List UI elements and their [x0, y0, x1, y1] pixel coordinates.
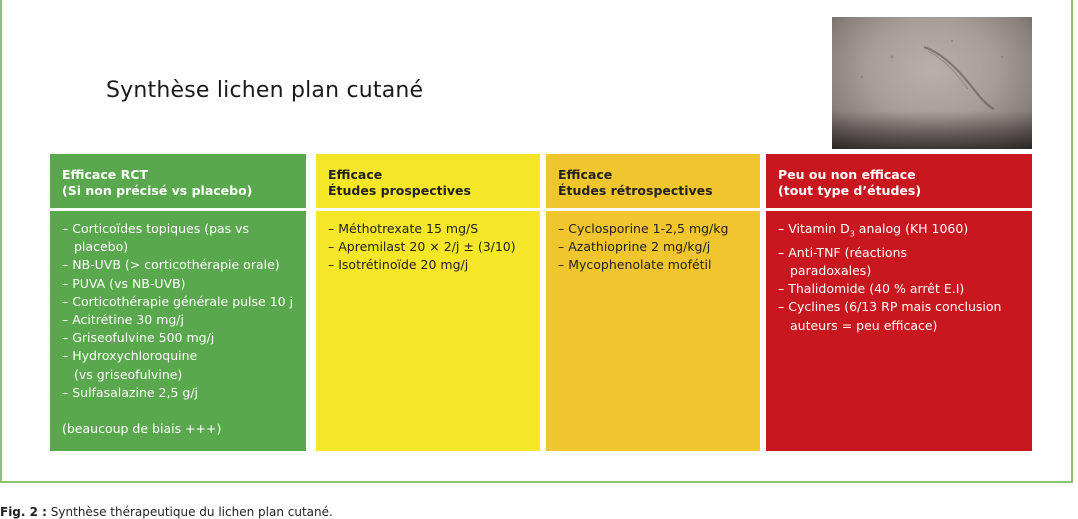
column-body: – Méthotrexate 15 mg/S – Apremilast 20 ×…	[316, 211, 540, 451]
column-body: – Vitamin D3 analog (KH 1060) – Anti-TNF…	[766, 211, 1032, 451]
list-item: – Sulfasalazine 2,5 g/j	[62, 384, 199, 400]
column-note: (beaucoup de biais +++)	[62, 421, 222, 437]
list-item: auteurs = peu efficace)	[790, 317, 938, 333]
skin-lesion-photo	[832, 17, 1032, 149]
header-line: Études rétrospectives	[558, 183, 713, 198]
list-item: – Acitrétine 30 mg/j	[62, 312, 184, 328]
list-item: paradoxales)	[790, 262, 872, 278]
header-line: Études prospectives	[328, 183, 471, 198]
header-line: Efficace RCT	[62, 167, 148, 182]
list-item: – Hydroxychloroquine	[62, 348, 198, 364]
list-item: – Cyclosporine 1-2,5 mg/kg	[558, 221, 729, 236]
list-item: – Griseofulvine 500 mg/j	[62, 330, 215, 346]
list-item: – Mycophenolate mofétil	[558, 257, 712, 273]
list-item: (vs griseofulvine)	[74, 366, 183, 382]
list-item: – NB-UVB (> corticothérapie orale)	[62, 257, 280, 273]
column-efficace-prospectives: Efficace Études prospectives – Méthotrex…	[316, 154, 540, 451]
page-title: Synthèse lichen plan cutané	[106, 78, 424, 103]
list-item: placebo)	[74, 239, 129, 255]
column-header: Efficace RCT (Si non précisé vs placebo)	[50, 154, 306, 208]
column-body: – Cyclosporine 1-2,5 mg/kg – Azathioprin…	[546, 211, 760, 451]
photo-shadow	[832, 111, 1032, 149]
lesion-streak-image	[860, 39, 1004, 110]
list-item: – Vitamin D3 analog (KH 1060)	[778, 221, 969, 239]
list-item: – Thalidomide (40 % arrêt E.I)	[778, 281, 965, 297]
header-line: Efficace	[328, 167, 383, 182]
list-item: – Corticothérapie générale pulse 10 j	[62, 293, 294, 309]
column-header: Efficace Études prospectives	[316, 154, 540, 208]
header-line: (Si non précisé vs placebo)	[62, 183, 253, 198]
column-efficace-rct: Efficace RCT (Si non précisé vs placebo)…	[50, 154, 306, 451]
column-efficace-retrospectives: Efficace Études rétrospectives – Cyclosp…	[546, 154, 760, 451]
list-item: – PUVA (vs NB-UVB)	[62, 275, 186, 291]
list-item: – Corticoïdes topiques (pas vs	[62, 221, 250, 236]
list-item: – Méthotrexate 15 mg/S	[328, 221, 479, 236]
column-body: – Corticoïdes topiques (pas vs placebo) …	[50, 211, 306, 451]
column-header: Efficace Études rétrospectives	[546, 154, 760, 208]
column-header: Peu ou non efficace (tout type d’études)	[766, 154, 1032, 208]
header-line: (tout type d’études)	[778, 183, 922, 198]
header-line: Efficace	[558, 167, 613, 182]
list-item: – Cyclines (6/13 RP mais conclusion	[778, 299, 1002, 315]
list-item: – Azathioprine 2 mg/kg/j	[558, 239, 711, 255]
figure-caption: Fig. 2 : Synthèse thérapeutique du liche…	[0, 505, 333, 519]
list-item: – Isotrétinoïde 20 mg/j	[328, 257, 469, 273]
column-peu-efficace: Peu ou non efficace (tout type d’études)…	[766, 154, 1032, 451]
list-item: – Apremilast 20 × 2/j ± (3/10)	[328, 239, 516, 255]
list-item: – Anti-TNF (réactions	[778, 244, 908, 260]
header-line: Peu ou non efficace	[778, 167, 916, 182]
